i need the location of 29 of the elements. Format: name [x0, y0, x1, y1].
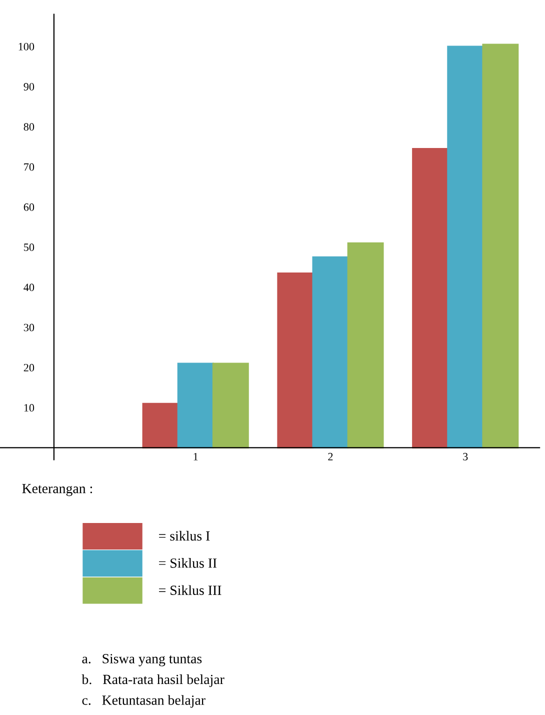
- y-tick-label: 20: [24, 364, 34, 372]
- bar: [142, 402, 179, 448]
- text: c. Ketuntasan belajar: [82, 695, 206, 708]
- bar: [412, 148, 449, 448]
- y-tick-label: 40: [24, 284, 34, 292]
- bar: [177, 362, 214, 448]
- legend-label: = Siklus III: [159, 585, 222, 595]
- x-tick-label: 2: [328, 452, 333, 460]
- y-tick-label: 90: [24, 83, 34, 90]
- y-tick-label: 10: [24, 404, 34, 412]
- bar: [312, 256, 349, 448]
- bar: [447, 46, 484, 448]
- text: b. Rata-rata hasil belajar: [82, 674, 224, 687]
- x-tick-label: 3: [463, 452, 468, 460]
- y-tick-label: 30: [24, 324, 34, 332]
- bar: [347, 242, 384, 448]
- bar: [482, 44, 519, 448]
- y-tick-label: 50: [24, 244, 34, 252]
- y-tick-label: 60: [24, 203, 34, 211]
- y-tick-label: 70: [24, 163, 34, 171]
- legend-label: = siklus I: [159, 530, 210, 541]
- legend-label: = Siklus II: [159, 558, 217, 568]
- x-tick-label: 1: [194, 452, 198, 460]
- bar: [212, 362, 249, 448]
- y-tick-label: 80: [24, 123, 34, 131]
- y-tick-label: 100: [18, 42, 34, 50]
- bar: [277, 272, 314, 448]
- text: Keterangan :: [22, 484, 92, 496]
- text: a. Siswa yang tuntas: [82, 654, 202, 666]
